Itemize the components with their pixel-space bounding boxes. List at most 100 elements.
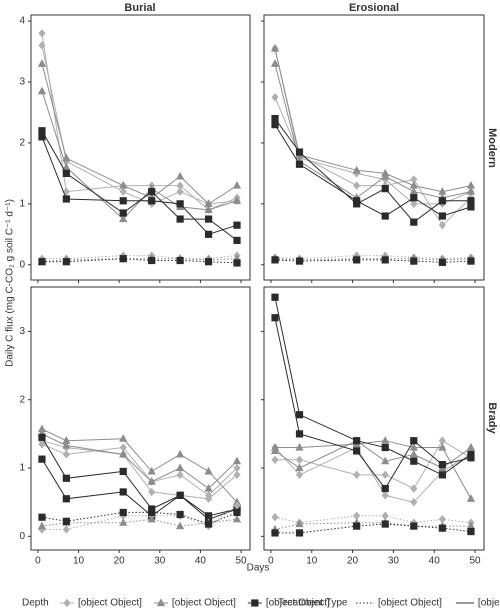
data-point <box>38 41 46 50</box>
data-point <box>119 255 127 263</box>
data-point <box>148 188 156 196</box>
data-point <box>438 515 446 524</box>
panel-frame <box>263 14 485 281</box>
legend-label: [object Object] <box>266 598 330 609</box>
data-point <box>381 436 390 444</box>
data-point <box>62 517 70 525</box>
data-point <box>176 463 185 472</box>
y-tick-label: 0 <box>19 259 25 270</box>
data-point <box>410 497 418 507</box>
data-point <box>204 512 213 520</box>
data-point <box>119 467 127 476</box>
data-point <box>438 461 446 469</box>
data-point <box>176 521 185 530</box>
data-point <box>232 180 242 189</box>
data-point <box>466 187 476 195</box>
data-point <box>381 443 389 452</box>
data-point <box>271 529 279 537</box>
data-point <box>204 491 213 500</box>
data-point <box>410 175 418 184</box>
data-point <box>295 148 304 156</box>
data-point <box>38 258 46 266</box>
data-point <box>410 522 418 530</box>
data-point <box>353 447 361 455</box>
data-point <box>467 197 475 205</box>
series-line <box>41 45 238 205</box>
data-point <box>147 514 156 523</box>
y-tick-label: 2 <box>19 138 25 149</box>
data-point <box>295 519 304 528</box>
facet-column-label: Burial <box>124 2 155 14</box>
data-point <box>409 187 418 195</box>
data-point <box>176 181 184 190</box>
y-tick-label: 3 <box>19 326 25 337</box>
panel-frame <box>30 14 251 281</box>
facet-column-label: Erosional <box>349 2 399 14</box>
data-point <box>62 474 70 482</box>
data-point <box>381 212 389 220</box>
data-point <box>295 442 304 451</box>
data-point <box>271 513 279 522</box>
data-point <box>233 221 241 229</box>
legend-marker <box>251 599 259 607</box>
data-point <box>467 454 475 462</box>
data-point <box>176 449 185 458</box>
series-line <box>41 433 238 490</box>
data-point <box>204 483 213 492</box>
series-line <box>274 48 472 205</box>
data-point <box>295 160 304 168</box>
data-point <box>233 470 241 480</box>
x-tick-label: 50 <box>469 556 481 567</box>
data-point <box>271 256 279 264</box>
data-point <box>438 258 446 266</box>
legend-title: Treatment Type <box>278 598 348 609</box>
data-point <box>148 508 156 517</box>
data-point <box>353 181 361 190</box>
data-point <box>119 197 127 205</box>
data-point <box>176 491 184 499</box>
data-point <box>62 162 71 171</box>
data-point <box>176 215 184 223</box>
x-tick-label: 40 <box>195 556 207 567</box>
data-point <box>204 258 213 266</box>
data-point <box>438 436 446 445</box>
panel-frame <box>30 286 251 551</box>
data-point <box>37 424 47 433</box>
data-point <box>176 187 184 196</box>
data-point <box>270 446 280 455</box>
data-point <box>176 470 184 480</box>
data-point <box>409 449 418 458</box>
data-point <box>271 114 279 123</box>
data-point <box>176 510 184 519</box>
data-point <box>410 484 418 493</box>
data-point <box>410 437 418 445</box>
data-point <box>232 456 242 465</box>
y-tick-label: 2 <box>19 394 25 405</box>
data-point <box>271 455 279 465</box>
legend-label: [object Object] <box>78 598 142 609</box>
x-tick-label: 40 <box>429 556 441 567</box>
data-point <box>381 256 389 264</box>
data-point <box>466 494 476 502</box>
data-point <box>438 471 446 479</box>
data-point <box>353 470 361 480</box>
data-point <box>381 491 389 500</box>
data-point <box>62 169 70 177</box>
data-point <box>38 439 46 449</box>
x-tick-label: 10 <box>306 556 318 567</box>
data-point <box>119 508 127 517</box>
data-point <box>204 205 213 214</box>
data-point <box>271 121 279 129</box>
legend-label: [object Object] <box>172 598 236 609</box>
data-point <box>62 195 70 203</box>
data-point <box>148 256 156 265</box>
facet-row-label: Brady <box>486 402 498 434</box>
data-point <box>467 527 475 536</box>
panel-frame <box>263 286 485 551</box>
data-point <box>62 258 70 266</box>
data-point <box>271 314 279 322</box>
data-point <box>295 529 304 537</box>
data-point <box>119 434 128 442</box>
data-point <box>438 442 447 451</box>
